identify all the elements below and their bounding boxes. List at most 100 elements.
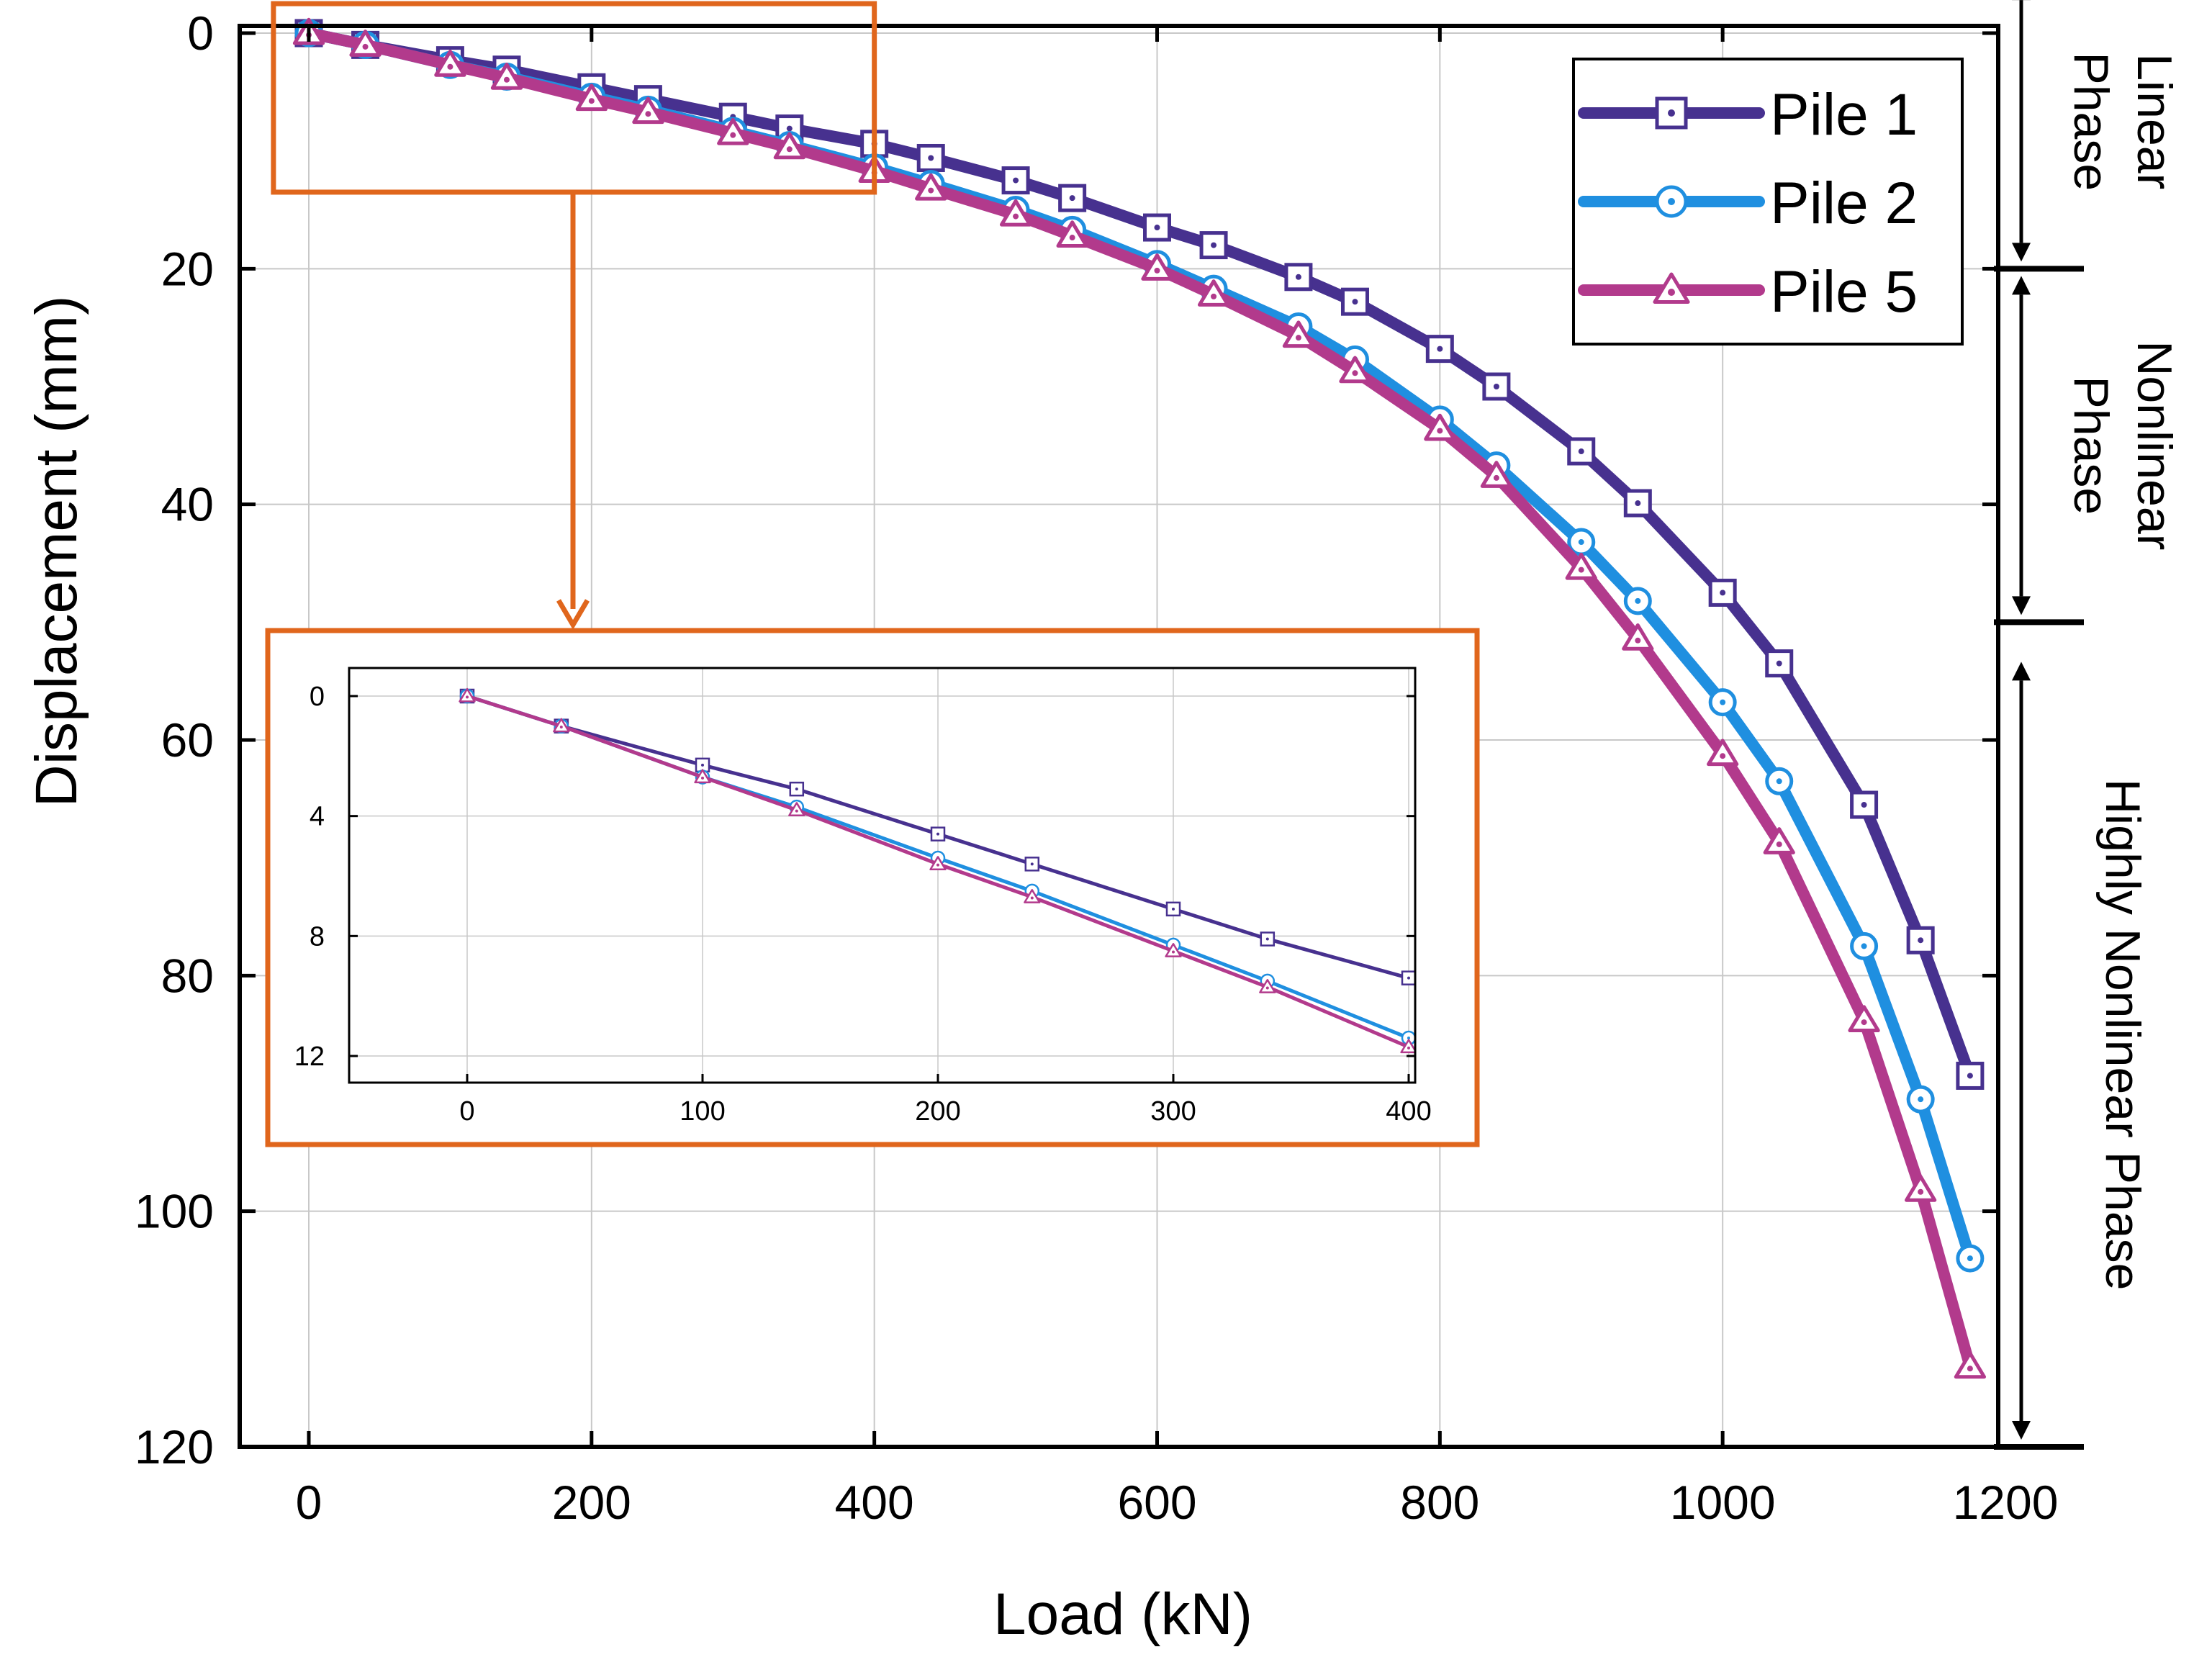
data-point	[434, 49, 466, 77]
inset-y-tick-label: 8	[310, 921, 325, 952]
data-point	[1141, 253, 1173, 281]
arrow-head-down	[2012, 243, 2031, 262]
inset-data-point	[459, 687, 476, 703]
inset-data-point	[1165, 943, 1182, 957]
phase-label-line: Phase	[2064, 52, 2118, 191]
data-point	[773, 132, 805, 160]
x-tick-label: 1200	[1953, 1476, 2059, 1529]
legend-label: Pile 5	[1770, 259, 1918, 325]
data-point	[575, 84, 608, 112]
x-tick-label: 0	[296, 1476, 322, 1529]
data-point	[1708, 688, 1737, 717]
inset-series-pile-5	[459, 687, 1415, 1054]
data-point	[632, 96, 664, 125]
phase-arrow-linear	[2012, 0, 2031, 262]
data-point	[915, 173, 947, 201]
series-pile-5	[292, 17, 1987, 1379]
inset-grid	[349, 668, 1415, 1083]
arrow-head-up	[2012, 662, 2031, 681]
data-point	[1425, 335, 1454, 364]
data-point	[1765, 649, 1794, 678]
data-point	[1284, 263, 1313, 292]
inset-series-line	[466, 694, 1415, 1052]
data-point	[1850, 790, 1879, 819]
data-point	[1623, 587, 1652, 615]
inset-data-point	[1165, 901, 1181, 917]
inset-x-tick-label: 300	[1150, 1096, 1196, 1127]
data-point	[1956, 1244, 1985, 1273]
phase-arrow-highly-nonlinear	[2012, 662, 2031, 1440]
data-point	[1482, 372, 1511, 401]
phase-label-line: Phase	[2064, 376, 2118, 515]
legend: Pile 1 Pile 2 Pile 5	[1572, 58, 1964, 346]
inset-data-point	[930, 826, 946, 841]
data-point	[1565, 552, 1597, 580]
data-point	[1765, 767, 1794, 795]
data-point	[1622, 623, 1654, 651]
inset-data-point	[1260, 931, 1276, 947]
data-point	[1906, 1085, 1935, 1114]
phase-label-line: Nonlinear	[2127, 340, 2182, 550]
legend-entry: Pile 1	[1578, 82, 1918, 148]
inset-x-tick-label: 0	[459, 1096, 474, 1127]
inset-data-point	[789, 781, 805, 797]
x-tick-label: 600	[1117, 1476, 1196, 1529]
data-point	[1056, 220, 1088, 248]
x-tick-label: 400	[835, 1476, 914, 1529]
inset-y-tick-label: 0	[310, 682, 325, 712]
data-point	[1954, 1351, 1987, 1379]
arrow-head-down	[2012, 1421, 2031, 1440]
legend-entry: Pile 2	[1578, 171, 1918, 236]
y-tick-label: 40	[161, 478, 214, 531]
inset-data-point	[1024, 857, 1040, 872]
phase-label: Highly Nonlinear Phase	[2095, 779, 2150, 1291]
data-point	[1197, 279, 1230, 307]
data-point	[1143, 213, 1171, 242]
data-point	[1282, 320, 1315, 348]
data-point	[1763, 827, 1795, 854]
inset-x-tick-label: 100	[680, 1096, 725, 1127]
inset-ticks: 0 100 200 300 400 0 4 8 12	[294, 682, 1432, 1127]
data-point	[1906, 926, 1935, 954]
data-point	[1708, 578, 1737, 607]
legend-entry: Pile 5	[1578, 259, 1918, 325]
inset-data-point	[788, 802, 805, 817]
data-point	[1058, 184, 1087, 212]
data-point	[490, 62, 523, 90]
inset-data-point	[1259, 979, 1276, 993]
x-tick-label: 1000	[1670, 1476, 1776, 1529]
legend-label: Pile 1	[1770, 82, 1918, 148]
inset-data-point	[929, 856, 947, 871]
inset-data-point	[1401, 970, 1415, 985]
inset-series-line	[466, 694, 1415, 983]
zoom-arrow-head	[556, 599, 590, 630]
inset-data-point	[1024, 889, 1041, 903]
data-point	[1905, 1175, 1937, 1202]
data-point	[999, 199, 1032, 227]
y-tick-label: 80	[161, 949, 214, 1002]
data-point	[1340, 287, 1369, 316]
data-point	[1567, 437, 1596, 466]
arrow-head-down	[2012, 596, 2031, 615]
data-point	[1848, 1005, 1880, 1033]
y-tick-label: 120	[135, 1420, 214, 1473]
legend-marker	[1655, 96, 1688, 130]
inset-data-point	[1400, 1039, 1415, 1054]
data-point	[1339, 356, 1371, 384]
data-point	[349, 30, 382, 57]
x-tick-label: 800	[1400, 1476, 1479, 1529]
y-tick-label: 0	[187, 6, 214, 60]
data-point	[1480, 461, 1513, 488]
x-tick-label: 200	[552, 1476, 631, 1529]
inset-data-point	[694, 769, 711, 784]
inset-x-tick-label: 400	[1386, 1096, 1431, 1127]
data-point	[1850, 931, 1879, 960]
arrow-head-up	[2012, 276, 2031, 295]
data-point	[1001, 166, 1030, 195]
main-series-layer	[292, 17, 1987, 1379]
data-point	[1956, 1061, 1985, 1090]
